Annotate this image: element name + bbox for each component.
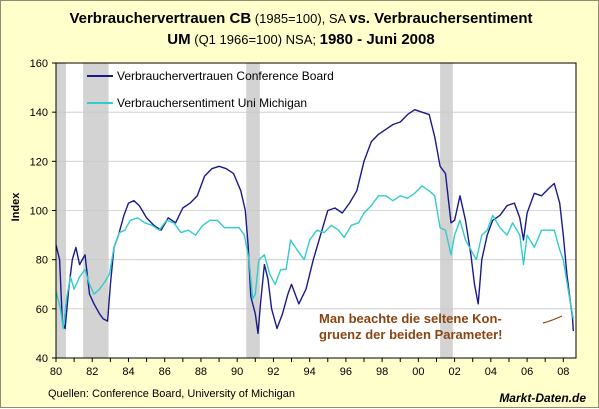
title-line1-part1: Verbrauchervertrauen CB: [69, 10, 251, 27]
source-text: Quellen: Conference Board, University of…: [48, 388, 295, 400]
x-tick-label-02: 02: [448, 366, 460, 378]
title-line1-part3: vs. Verbrauchersentiment: [349, 10, 532, 27]
legend-label-2: Verbrauchersentiment Uni Michigan: [117, 96, 307, 110]
title-line2-part1: UM: [167, 31, 190, 48]
annotation-line2: gruenz der beiden Parameter!: [319, 327, 503, 342]
chart-title-line2: UM (Q1 1966=100) NSA; 1980 - Juni 2008: [167, 31, 434, 48]
title-line2-part2: (Q1 1966=100) NSA;: [191, 32, 320, 47]
x-tick-label-82: 82: [86, 366, 98, 378]
brand-text: Markt-Daten.de: [499, 391, 586, 405]
x-tick-label-90: 90: [231, 366, 243, 378]
y-tick-label-160: 160: [30, 58, 48, 70]
legend-label-1: Verbrauchervertrauen Conference Board: [117, 69, 334, 83]
chart-title-line1: Verbrauchervertrauen CB (1985=100), SA v…: [69, 10, 532, 27]
y-axis-title: Index: [10, 192, 22, 222]
annotation-line1: Man beachte die seltene Kon-: [319, 311, 502, 326]
x-tick-label-06: 06: [521, 366, 533, 378]
x-tick-label-08: 08: [557, 366, 569, 378]
x-tick-label-92: 92: [267, 366, 279, 378]
x-tick-label-86: 86: [159, 366, 171, 378]
plot-border: [55, 62, 577, 359]
plot-area: 40 60 80 100 120 140 160 80 82 84 86 88 90 92 94 96 98 00…: [30, 58, 577, 378]
x-tick-label-98: 98: [376, 366, 388, 378]
x-tick-label-84: 84: [122, 366, 134, 378]
y-tick-label-120: 120: [30, 156, 48, 168]
annotation-arrow: [542, 315, 563, 324]
y-tick-label-40: 40: [36, 353, 48, 365]
title-line1-part2: (1985=100), SA: [251, 11, 349, 26]
y-tick-label-60: 60: [36, 304, 48, 316]
y-tick-label-100: 100: [30, 206, 48, 218]
title-line2-part3: 1980 - Juni 2008: [320, 31, 435, 48]
x-tick-label-88: 88: [195, 366, 207, 378]
x-tick-label-04: 04: [485, 366, 497, 378]
x-tick-label-94: 94: [304, 366, 316, 378]
series-line-2: [55, 185, 574, 330]
y-tick-label-140: 140: [30, 107, 48, 119]
x-tick-label-80: 80: [50, 366, 62, 378]
x-tick-label-00: 00: [412, 366, 424, 378]
x-tick-label-96: 96: [340, 366, 352, 378]
y-tick-label-80: 80: [36, 255, 48, 267]
